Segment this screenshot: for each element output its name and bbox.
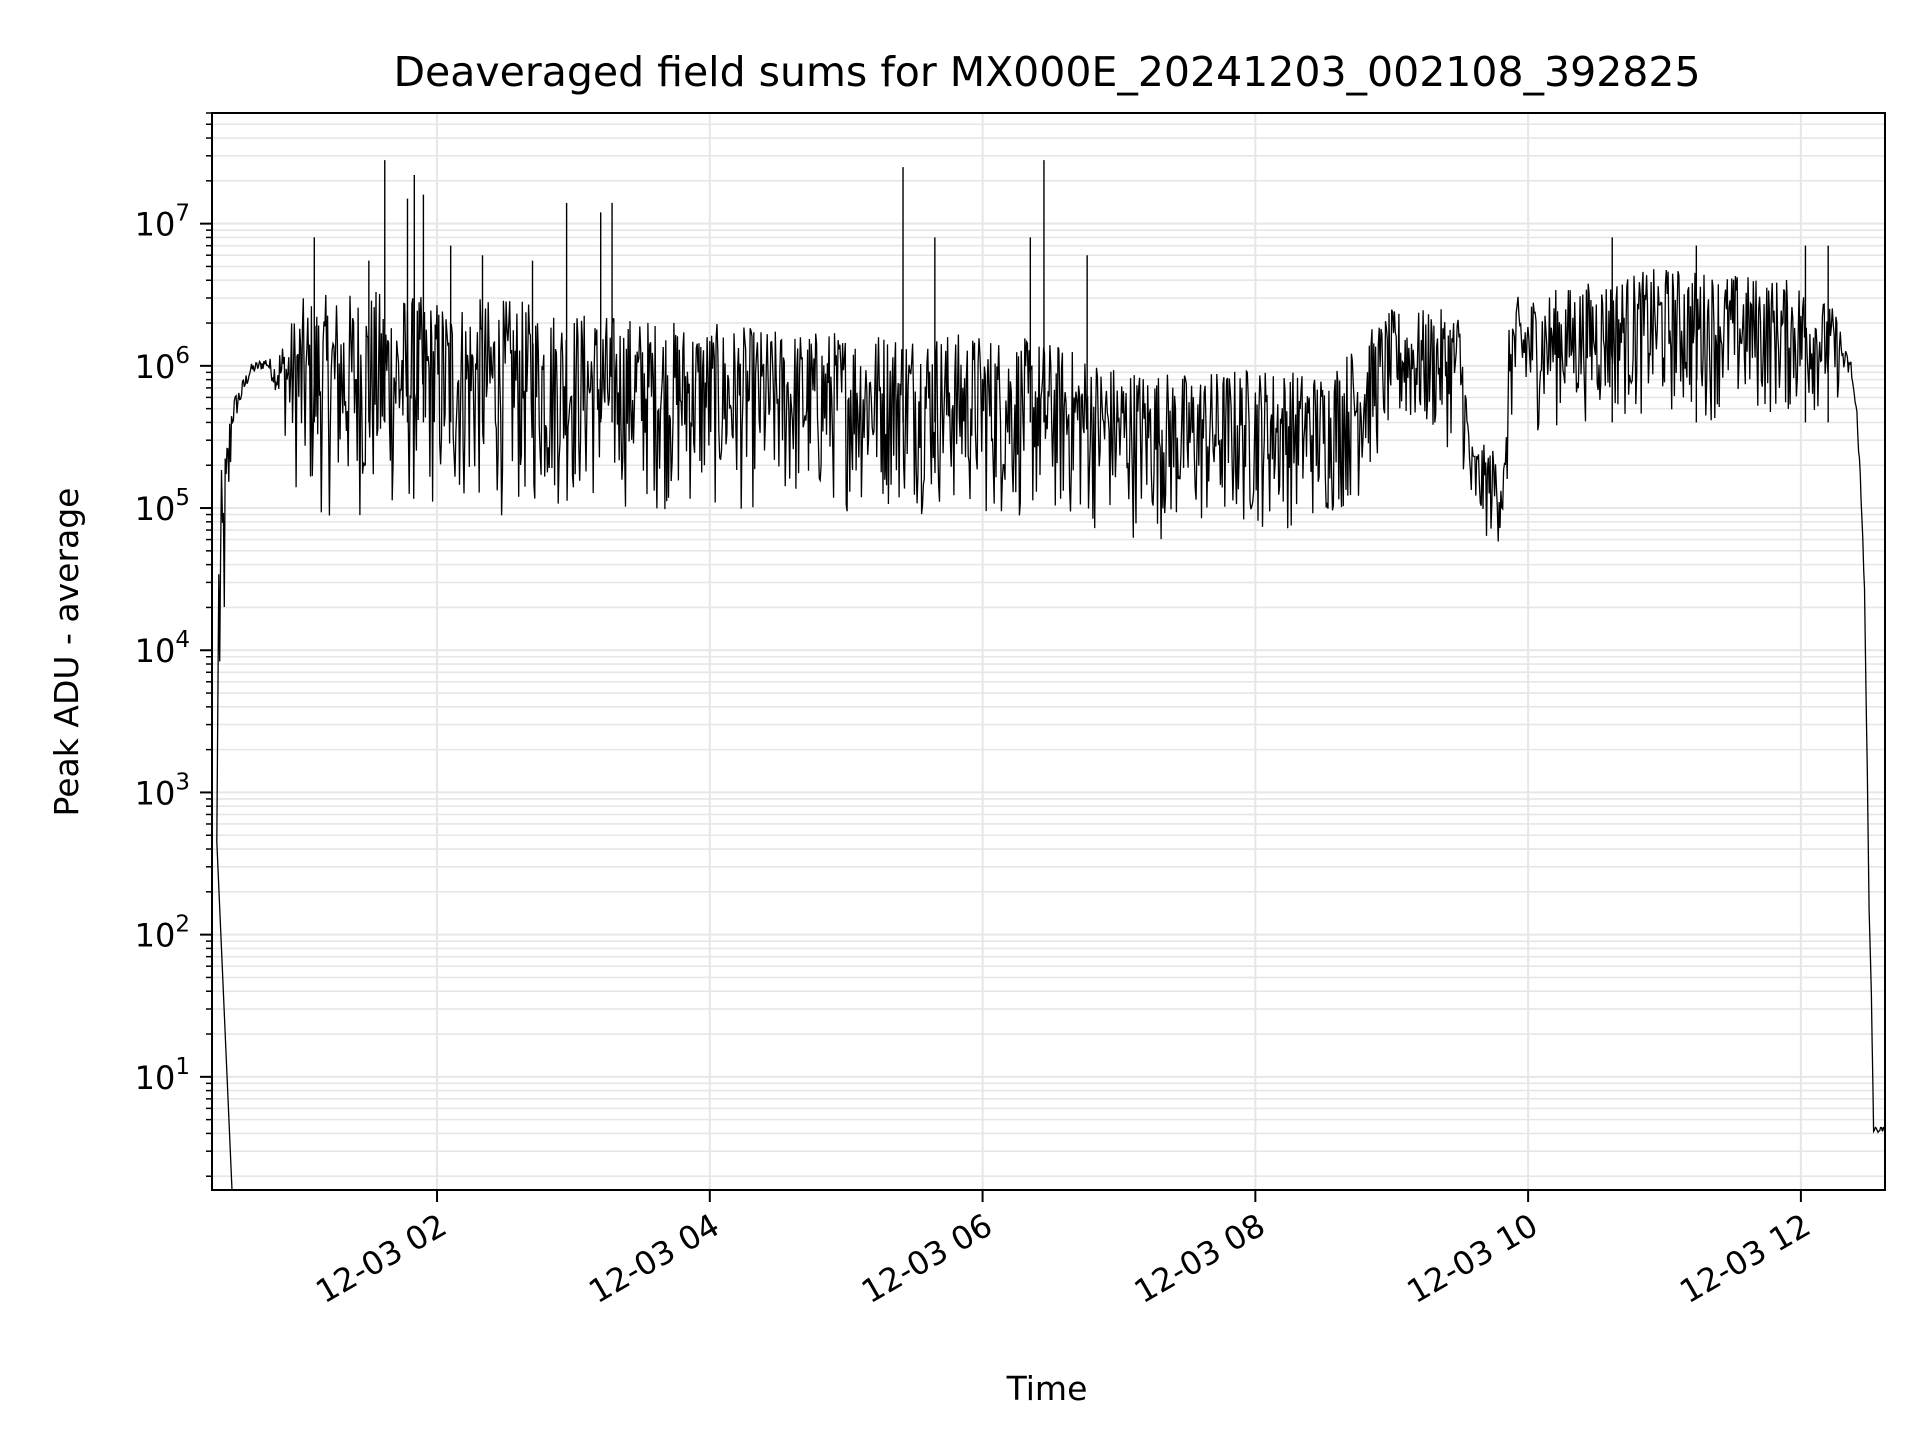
data-series [216,160,1886,1191]
x-axis-title: Time [1006,1369,1088,1408]
y-tick-label: 102 [135,912,190,955]
y-tick-label: 107 [135,201,190,244]
y-tick-label: 103 [135,769,190,812]
chart-title: Deaveraged field sums for MX000E_2024120… [393,48,1700,96]
series-line [216,269,1886,1191]
y-tick-label: 106 [135,343,190,386]
y-tick-label: 104 [135,627,190,670]
y-tick-label: 105 [135,485,190,528]
y-axis: 101 102 103 104 105 106 107 [135,112,212,1177]
y-axis-title: Peak ADU - average [47,488,86,817]
y-tick-label: 101 [135,1054,190,1097]
plot-frame [211,112,1886,1191]
grid [212,112,1885,1190]
